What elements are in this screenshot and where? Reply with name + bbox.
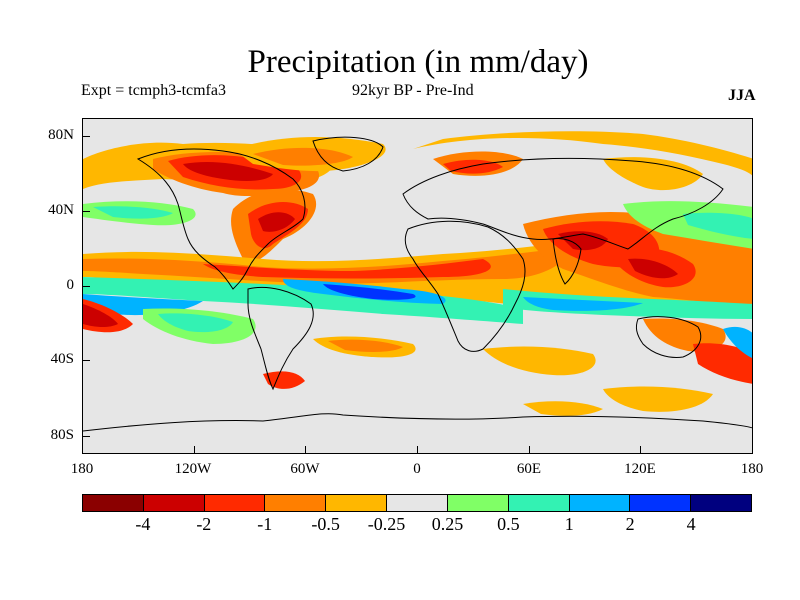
lat-tick <box>82 286 90 287</box>
legend-label: -0.25 <box>367 514 406 534</box>
legend-swatch <box>630 495 692 511</box>
map-title: Precipitation (in mm/day) <box>247 44 589 80</box>
legend-label: -0.5 <box>311 514 340 534</box>
lat-tick <box>82 436 90 437</box>
legend-swatch <box>204 495 266 511</box>
lat-label-0: 0 <box>66 277 75 293</box>
legend-label: -4 <box>135 514 151 534</box>
lon-tick <box>305 446 306 454</box>
experiment-label: Expt = tcmph3-tcmfa3 <box>81 82 226 99</box>
map-canvas <box>83 131 752 432</box>
lat-label-40n: 40N <box>48 202 74 218</box>
legend-swatch <box>387 495 448 511</box>
legend-label: 4 <box>686 514 696 534</box>
color-legend <box>82 494 752 512</box>
lon-tick <box>529 446 530 454</box>
lon-label-0: 0 <box>413 461 421 477</box>
legend-label: -2 <box>196 514 212 534</box>
legend-label: 0.5 <box>497 514 520 534</box>
legend-swatch <box>143 495 205 511</box>
legend-swatch <box>569 495 631 511</box>
coastlines <box>83 136 752 432</box>
legend-label: -1 <box>257 514 273 534</box>
season-label: JJA <box>728 87 756 104</box>
legend-swatch <box>326 495 388 511</box>
lon-label-180w: 180 <box>70 461 94 477</box>
lat-tick <box>82 360 90 361</box>
lat-label-40s: 40S <box>50 351 74 367</box>
legend-swatch <box>691 495 751 511</box>
lon-label-180e: 180 <box>740 461 764 477</box>
legend-swatch <box>508 495 570 511</box>
period-label: 92kyr BP - Pre-Ind <box>352 82 474 99</box>
legend-swatch <box>83 495 144 511</box>
lon-tick <box>417 446 418 454</box>
precipitation-map <box>82 118 753 454</box>
lon-tick <box>640 446 641 454</box>
lon-tick <box>194 446 195 454</box>
lon-label-120e: 120E <box>624 461 656 477</box>
legend-label: 2 <box>625 514 635 534</box>
lat-label-80s: 80S <box>50 427 74 443</box>
legend-swatch <box>265 495 327 511</box>
lon-label-60w: 60W <box>290 461 320 477</box>
lat-label-80n: 80N <box>48 127 74 143</box>
lon-label-120w: 120W <box>174 461 212 477</box>
legend-label: 1 <box>564 514 574 534</box>
legend-swatch <box>447 495 509 511</box>
lon-label-60e: 60E <box>516 461 542 477</box>
anomaly-fields <box>83 131 752 416</box>
legend-label: 0.25 <box>431 514 464 534</box>
lat-tick <box>82 136 90 137</box>
lat-tick <box>82 211 90 212</box>
